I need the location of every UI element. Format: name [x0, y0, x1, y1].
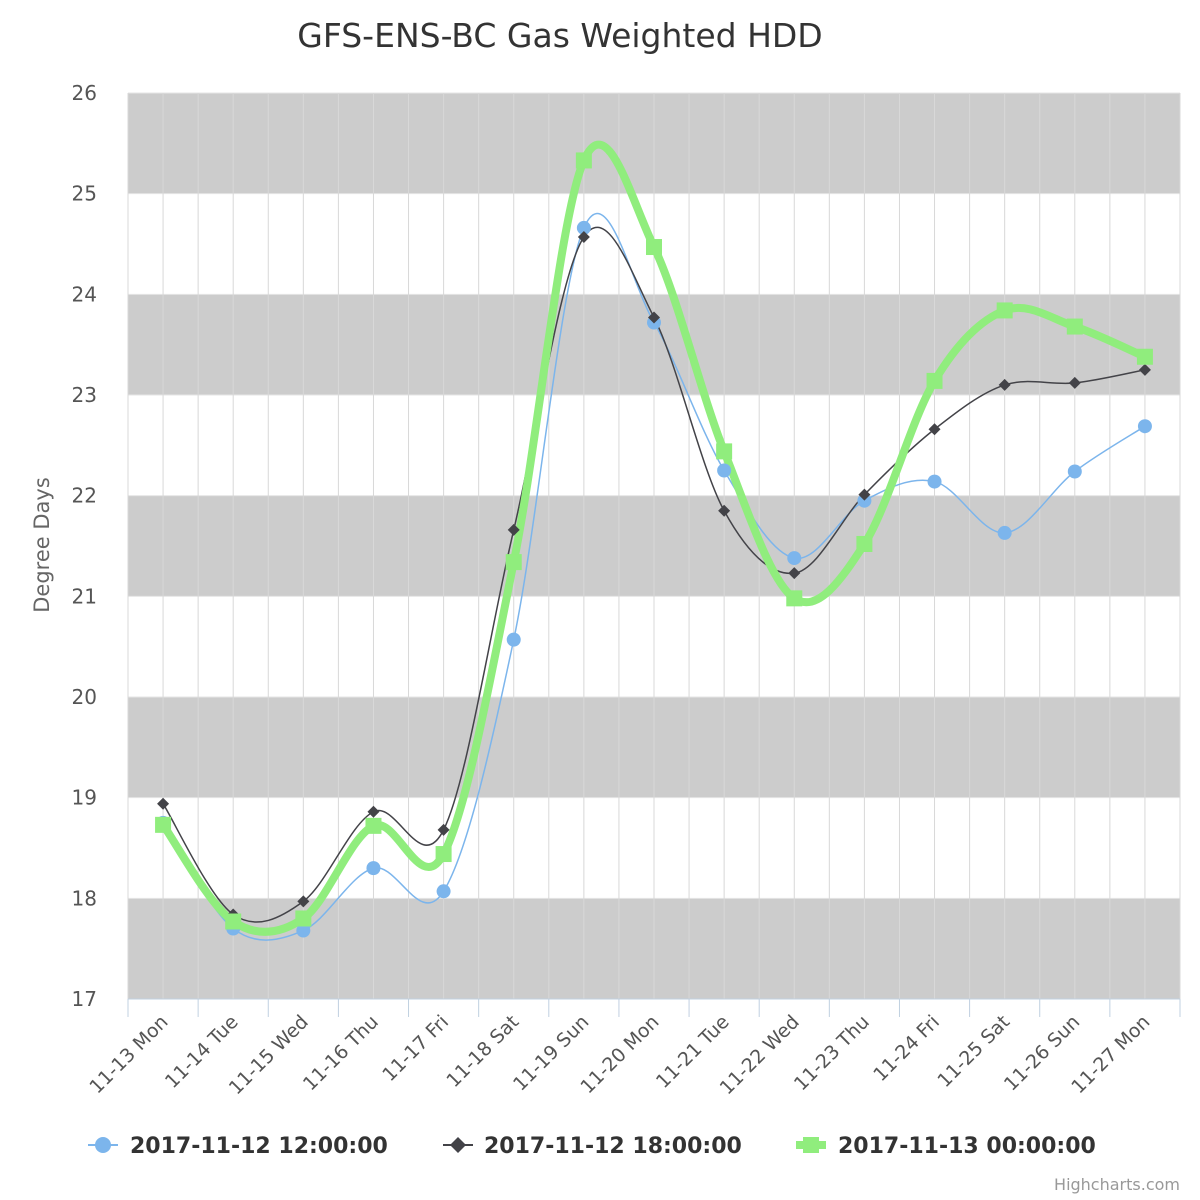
- y-axis-title: Degree Days: [30, 477, 54, 613]
- legend-item-series-1[interactable]: 2017-11-12 12:00:00: [88, 1134, 388, 1159]
- data-point-series-3[interactable]: [295, 910, 312, 927]
- data-point-series-3[interactable]: [1136, 348, 1153, 365]
- data-point-series-2[interactable]: [858, 488, 871, 501]
- data-point-series-3[interactable]: [996, 302, 1013, 319]
- data-point-series-3[interactable]: [926, 372, 943, 389]
- data-point-series-3[interactable]: [856, 535, 873, 552]
- data-point-series-3[interactable]: [365, 817, 382, 834]
- y-tick-label: 22: [72, 484, 97, 508]
- data-point-series-3[interactable]: [505, 554, 522, 571]
- data-point-series-2[interactable]: [507, 523, 520, 536]
- data-point-series-1[interactable]: [576, 220, 591, 235]
- data-point-series-1[interactable]: [296, 923, 311, 938]
- legend-square-marker: [803, 1137, 819, 1153]
- y-tick-label: 24: [72, 282, 97, 306]
- y-tick-label: 18: [72, 886, 97, 910]
- data-point-series-1[interactable]: [717, 463, 732, 478]
- data-point-series-1[interactable]: [366, 861, 381, 876]
- data-point-series-3[interactable]: [155, 816, 172, 833]
- data-point-series-2[interactable]: [998, 378, 1011, 391]
- credits-link[interactable]: Highcharts.com: [1054, 1175, 1180, 1194]
- data-point-series-3[interactable]: [786, 590, 803, 607]
- y-axis-ticks: 17 18 19 20 21 22 23 24 25 26: [72, 81, 97, 1011]
- chart-title: GFS-ENS-BC Gas Weighted HDD: [297, 16, 822, 55]
- series-line-1: [162, 212, 1146, 941]
- data-point-series-2[interactable]: [928, 423, 941, 436]
- series-markers: [155, 152, 1153, 938]
- x-tick-label: 11-23 Thu: [790, 1011, 874, 1095]
- legend-label-series-3: 2017-11-13 00:00:00: [838, 1134, 1096, 1159]
- data-point-series-2[interactable]: [157, 797, 170, 810]
- data-point-series-2[interactable]: [1138, 363, 1151, 376]
- legend: 2017-11-12 12:00:00 2017-11-12 18:00:00 …: [88, 1134, 1096, 1159]
- y-tick-label: 21: [72, 584, 97, 608]
- data-point-series-1[interactable]: [506, 632, 521, 647]
- data-point-series-3[interactable]: [1066, 318, 1083, 335]
- grid-lines: [127, 92, 1181, 1017]
- data-point-series-3[interactable]: [435, 846, 452, 863]
- data-point-series-3[interactable]: [575, 152, 592, 169]
- x-tick-label: 11-16 Thu: [299, 1011, 383, 1095]
- data-point-series-1[interactable]: [1067, 464, 1082, 479]
- data-point-series-1[interactable]: [997, 525, 1012, 540]
- x-tick-label: 11-24 Fri: [869, 1011, 944, 1086]
- x-tick-label: 11-13 Mon: [85, 1011, 172, 1098]
- data-point-series-3[interactable]: [646, 239, 662, 256]
- legend-label-series-1: 2017-11-12 12:00:00: [130, 1134, 388, 1159]
- data-point-series-2[interactable]: [367, 805, 380, 818]
- legend-label-series-2: 2017-11-12 18:00:00: [484, 1134, 742, 1159]
- y-tick-label: 19: [72, 786, 97, 810]
- legend-item-series-3[interactable]: 2017-11-13 00:00:00: [796, 1134, 1096, 1159]
- y-tick-label: 20: [72, 685, 97, 709]
- data-point-series-2[interactable]: [437, 823, 450, 836]
- y-tick-label: 25: [72, 182, 97, 206]
- data-point-series-1[interactable]: [436, 884, 451, 899]
- data-point-series-1[interactable]: [1137, 419, 1152, 434]
- legend-item-series-2[interactable]: 2017-11-12 18:00:00: [443, 1134, 742, 1159]
- data-point-series-2[interactable]: [788, 567, 801, 580]
- x-tick-label: 11-17 Fri: [378, 1011, 453, 1086]
- data-point-series-3[interactable]: [225, 913, 242, 930]
- y-tick-label: 26: [72, 81, 97, 105]
- data-point-series-3[interactable]: [716, 443, 733, 460]
- data-point-series-1[interactable]: [787, 551, 802, 566]
- legend-diamond-marker: [450, 1137, 466, 1153]
- y-tick-label: 23: [72, 383, 97, 407]
- data-point-series-2[interactable]: [1068, 376, 1081, 389]
- y-tick-label: 17: [72, 987, 97, 1011]
- data-point-series-2[interactable]: [297, 895, 310, 908]
- data-point-series-1[interactable]: [927, 474, 942, 489]
- legend-circle-marker: [95, 1137, 111, 1153]
- data-point-series-2[interactable]: [648, 311, 660, 324]
- data-point-series-2[interactable]: [718, 504, 731, 517]
- data-point-series-2[interactable]: [577, 230, 590, 243]
- data-point-series-1[interactable]: [857, 493, 872, 508]
